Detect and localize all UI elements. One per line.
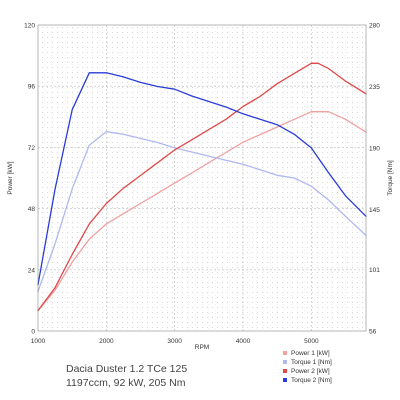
legend-swatch <box>283 360 287 364</box>
legend-label: Torque 1 [Nm] <box>291 359 332 366</box>
right-y-tick-label: 235 <box>369 84 380 91</box>
series-line-3 <box>37 62 367 312</box>
right-y-tick-label: 56 <box>369 329 377 336</box>
series-line-4 <box>37 72 367 286</box>
right-y-tick-label: 280 <box>369 23 380 30</box>
left-y-tick-label: 24 <box>28 267 36 274</box>
legend-swatch <box>283 369 287 373</box>
series-lines <box>37 62 367 312</box>
right-y-tick-label: 101 <box>369 267 380 274</box>
tick-labels: 1000 2000 3000 4000 5000 0 24 48 72 96 120 56 101 145… <box>24 23 380 346</box>
left-y-tick-label: 0 <box>31 329 35 336</box>
series-line-1 <box>37 111 367 312</box>
x-tick-label: 3000 <box>167 338 182 345</box>
left-axis-title: Power [kW] <box>7 161 14 194</box>
x-tick-label: 2000 <box>99 338 114 345</box>
left-y-tick-label: 96 <box>28 84 36 91</box>
legend: Power 1 [kW] Torque 1 [Nm] Power 2 [kW] Tor… <box>283 350 332 384</box>
legend-swatch <box>283 378 287 382</box>
x-tick-label: 5000 <box>304 338 319 345</box>
left-y-tick-label: 120 <box>24 23 35 30</box>
legend-label: Power 1 [kW] <box>291 350 330 357</box>
grid <box>38 25 366 331</box>
legend-label: Power 2 [kW] <box>291 368 330 375</box>
legend-swatch <box>283 351 287 355</box>
right-y-tick-label: 145 <box>369 207 380 214</box>
plot-frame <box>37 24 367 332</box>
caption-title: Dacia Duster 1.2 TCe 125 <box>66 363 187 375</box>
left-y-tick-label: 48 <box>28 206 36 213</box>
left-y-tick-label: 72 <box>28 145 36 152</box>
series-line-2 <box>37 130 367 293</box>
right-y-tick-label: 190 <box>369 145 380 152</box>
x-tick-label: 4000 <box>236 338 251 345</box>
caption-specs: 1197ccm, 92 kW, 205 Nm <box>66 377 186 389</box>
x-axis-title: RPM <box>195 344 209 351</box>
right-axis-title: Torque [Nm] <box>387 160 394 196</box>
legend-label: Torque 2 [Nm] <box>291 377 332 384</box>
x-tick-label: 1000 <box>31 338 46 345</box>
